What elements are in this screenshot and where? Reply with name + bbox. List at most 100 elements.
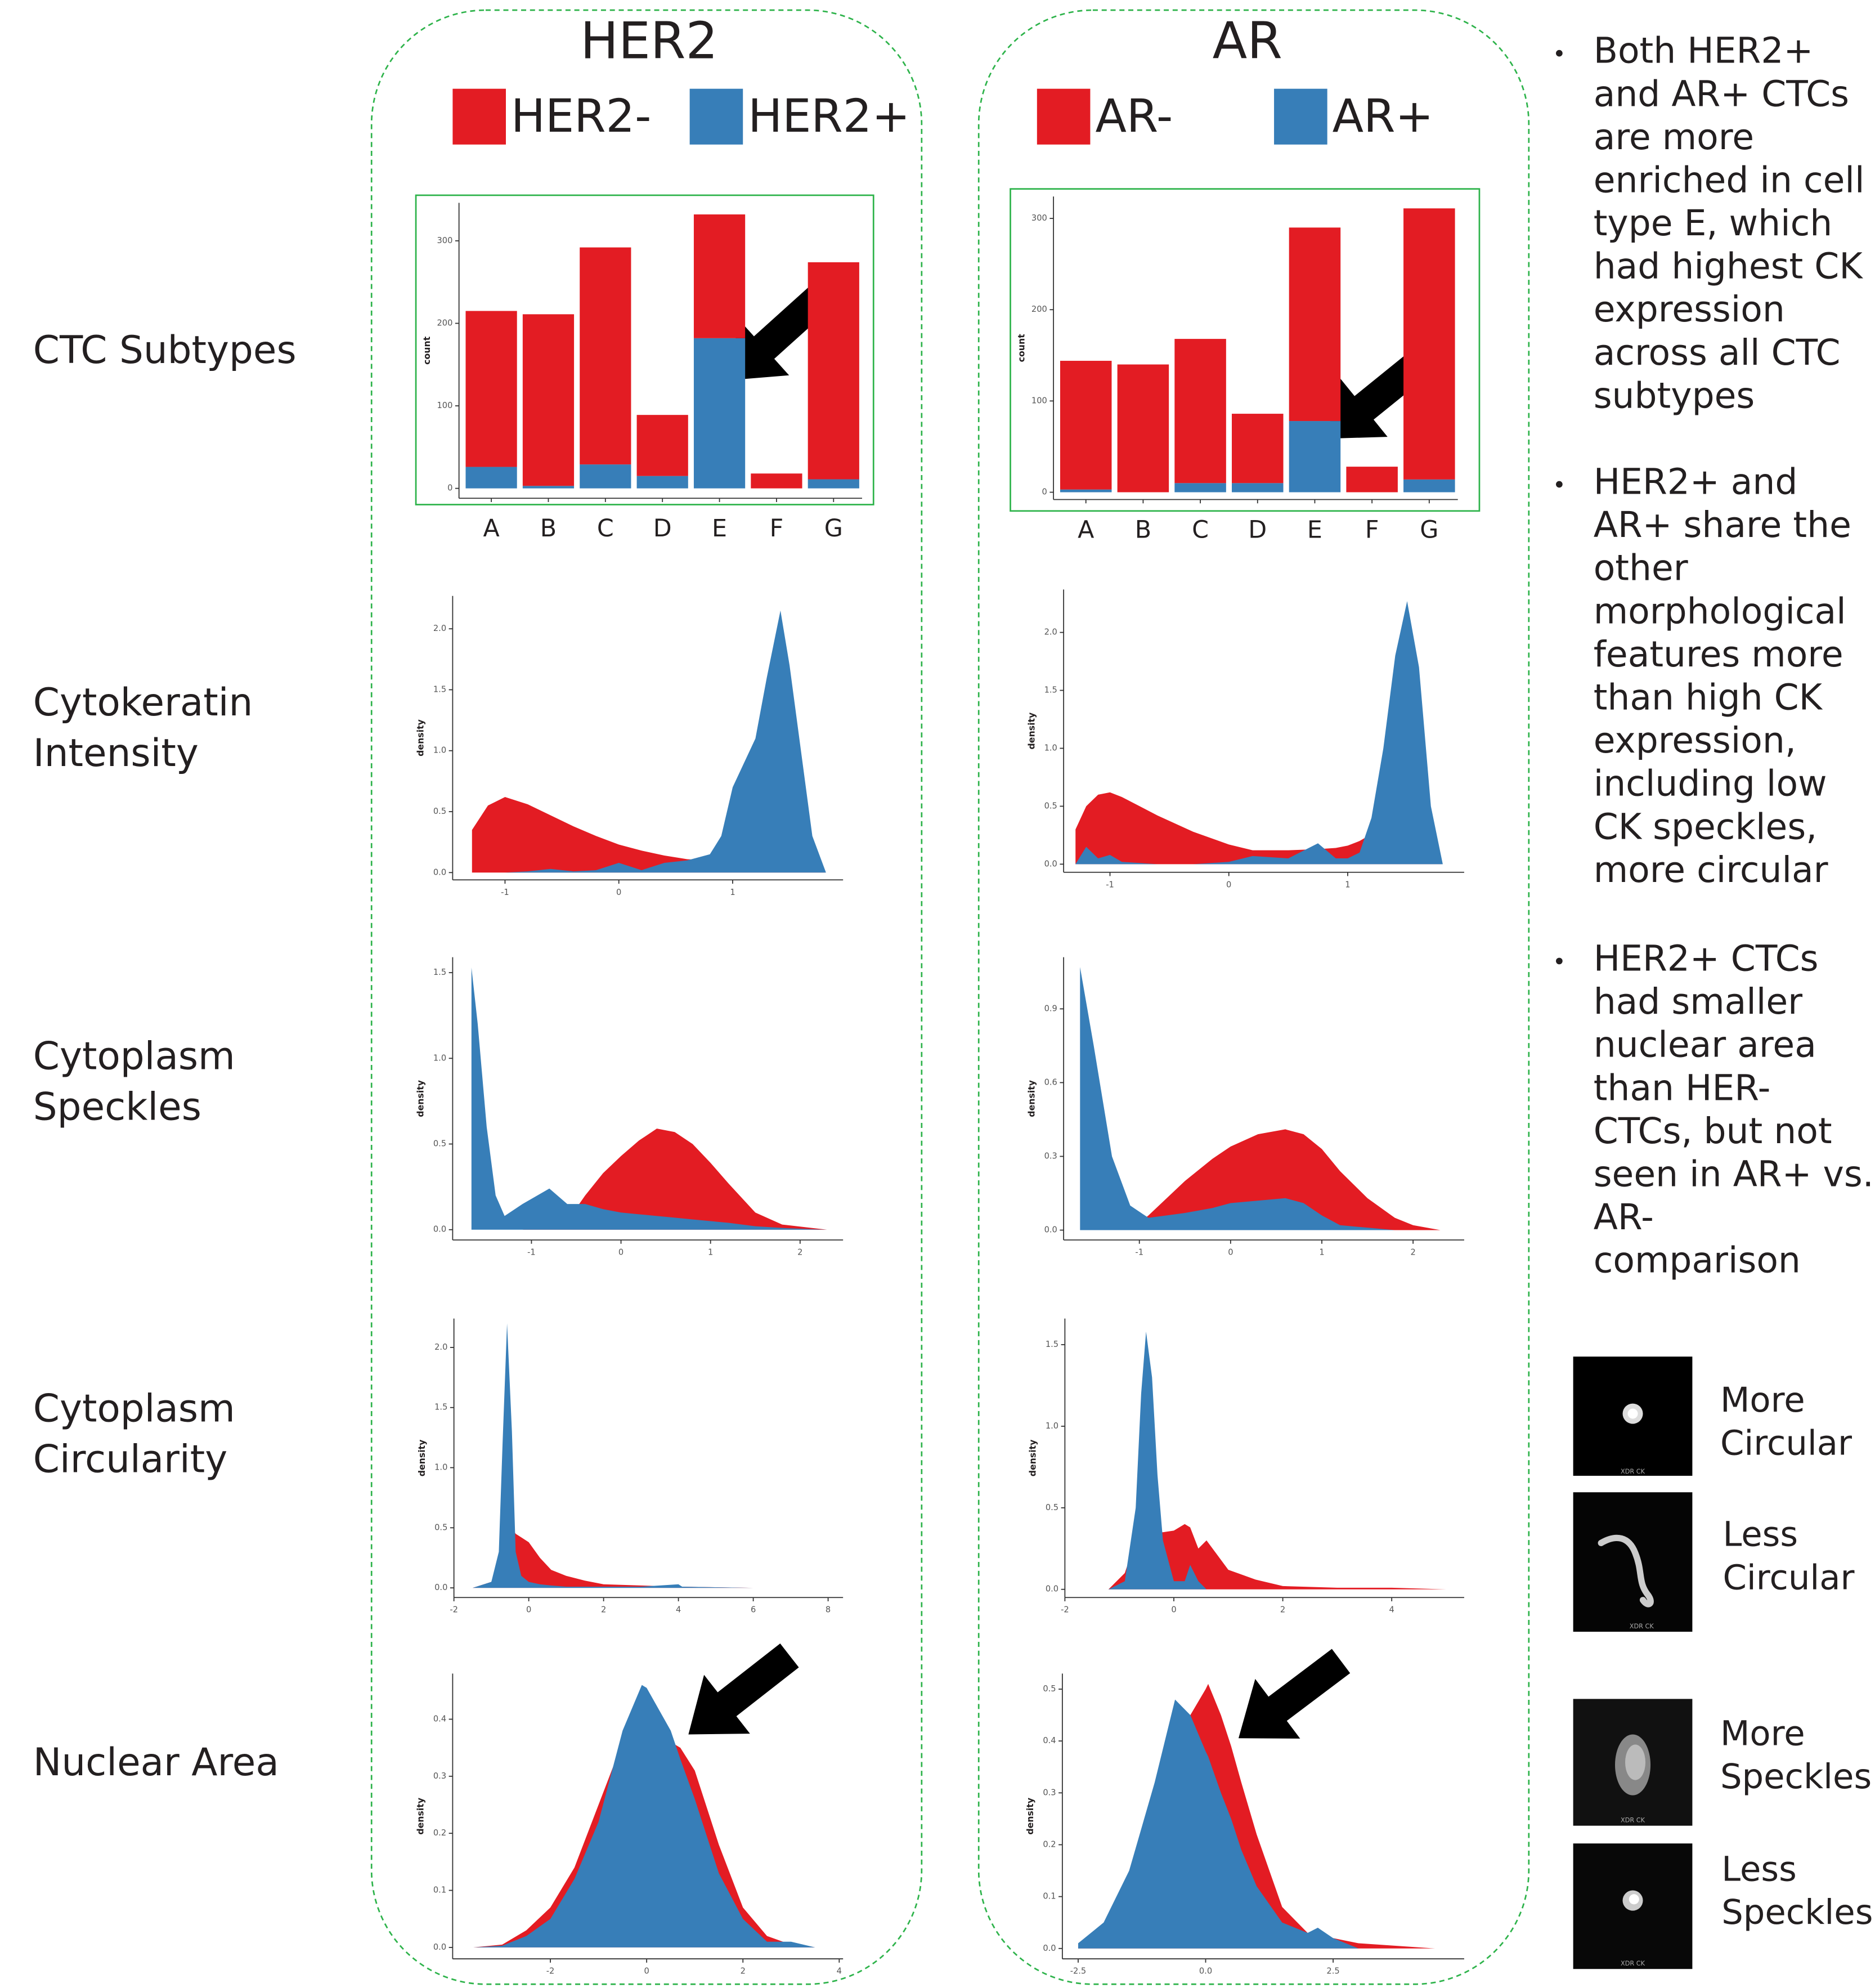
bullet-text: AR- [1594,1196,1654,1238]
row-label: Nuclear Area [33,1740,279,1784]
column-title: HER2 [580,12,718,71]
y-tick-label: 1.0 [1046,1421,1058,1431]
bullet-dot [1556,481,1563,488]
y-tick-label: 0 [447,483,452,493]
x-tick-label: C [597,514,614,543]
x-tick-label: 1 [730,888,735,897]
y-axis-label: density [415,1080,426,1117]
legend-label: AR+ [1333,90,1434,143]
bar-segment [751,473,802,488]
y-tick-label: 0.0 [1044,859,1057,868]
y-tick-label: 100 [1031,396,1047,405]
y-tick-label: 0.9 [1044,1004,1057,1013]
bullet-text: including low [1594,763,1827,804]
bullet-text: more circular [1594,849,1828,890]
y-tick-label: 0.5 [433,1139,446,1149]
x-tick-label: 1 [1345,880,1350,889]
bullet-text: expression [1594,288,1785,330]
y-tick-label: 200 [437,318,452,328]
x-tick-label: 2 [797,1248,802,1257]
y-tick-label: 0.3 [1043,1788,1056,1797]
bar-segment [1403,208,1455,480]
image-caption: Less [1721,1850,1797,1889]
y-tick-label: 0.5 [433,807,446,816]
bar-segment [1346,467,1398,492]
image-caption: Speckles [1721,1893,1873,1932]
row-label: Cytoplasm [33,1386,235,1431]
y-axis-label: density [416,1440,427,1477]
x-tick-label: 0 [1226,880,1231,889]
bullet-text: than HER- [1594,1067,1771,1108]
density-area [1109,1332,1446,1589]
y-axis-label: density [415,719,426,756]
bar-segment [1060,361,1112,490]
y-tick-label: 1.5 [434,1403,447,1412]
y-axis-label: count [1016,334,1026,362]
image-label: XDR CK [1621,1960,1645,1967]
row-label: Circularity [33,1437,227,1481]
bullet-text: had highest CK [1594,245,1864,287]
y-tick-label: 2.0 [433,624,446,633]
x-tick-label: 0 [618,1248,623,1257]
bullet-text: and AR+ CTCs [1594,73,1849,114]
y-tick-label: 0.0 [1043,1944,1056,1953]
bar-segment [523,486,574,488]
bar-segment [1060,490,1112,492]
bar-segment [523,314,574,486]
y-tick-label: 0.3 [1044,1151,1057,1161]
bar-segment [1174,483,1226,492]
x-tick-label: -2 [450,1605,458,1615]
x-tick-label: D [1248,516,1267,544]
y-tick-label: 0.0 [1044,1225,1057,1235]
bar-segment [1174,339,1226,483]
y-tick-label: 0.6 [1044,1077,1057,1087]
bullet-text: comparison [1594,1239,1801,1281]
legend-swatch [690,89,743,145]
x-tick-label: A [1078,516,1094,544]
legend-label: HER2+ [748,90,910,143]
x-tick-label: 8 [826,1605,831,1615]
y-tick-label: 1.0 [434,1463,447,1472]
y-tick-label: 1.5 [433,684,446,694]
x-tick-label: 2 [1280,1605,1285,1615]
x-tick-label: 4 [837,1967,842,1976]
image-caption: More [1720,1714,1805,1753]
y-tick-label: 0.3 [433,1771,446,1781]
x-tick-label: -2 [546,1967,555,1976]
y-tick-label: 0 [1042,487,1047,497]
bullet-text: across all CTC [1594,332,1841,373]
y-axis-label: count [421,336,432,365]
x-tick-label: B [1135,516,1151,544]
density-area [473,1528,828,1588]
y-tick-label: 300 [1031,213,1047,223]
bullet-text: other [1594,547,1688,589]
x-tick-label: E [1307,516,1322,544]
x-tick-label: 0 [1171,1605,1176,1615]
bar-segment [694,338,745,489]
x-tick-label: 0 [526,1605,531,1615]
bullet-text: type E, which [1594,202,1833,244]
x-tick-label: 2 [1410,1248,1415,1257]
bar-segment [465,467,517,489]
y-axis-label: density [1028,1440,1038,1477]
y-tick-label: 2.0 [1044,628,1057,637]
bar-segment [580,248,631,465]
density-area [473,1685,815,1947]
x-tick-label: D [653,514,672,543]
x-tick-label: 0 [1228,1248,1233,1257]
x-tick-label: A [483,514,499,543]
bullet-text: had smaller [1594,980,1802,1022]
y-tick-label: 2.0 [434,1342,447,1352]
y-axis-label: density [415,1798,426,1835]
y-tick-label: 1.0 [433,1053,446,1063]
bar-segment [637,415,688,476]
bullet-text: subtypes [1594,374,1755,416]
bar-segment [465,311,517,467]
y-tick-label: 0.1 [1043,1892,1056,1901]
bar-segment [808,262,859,480]
arrow [1216,1631,1363,1768]
bullet-text: features more [1594,633,1843,675]
bullet-dot [1556,50,1563,57]
row-label: Speckles [33,1085,201,1129]
cell [1625,1745,1645,1780]
